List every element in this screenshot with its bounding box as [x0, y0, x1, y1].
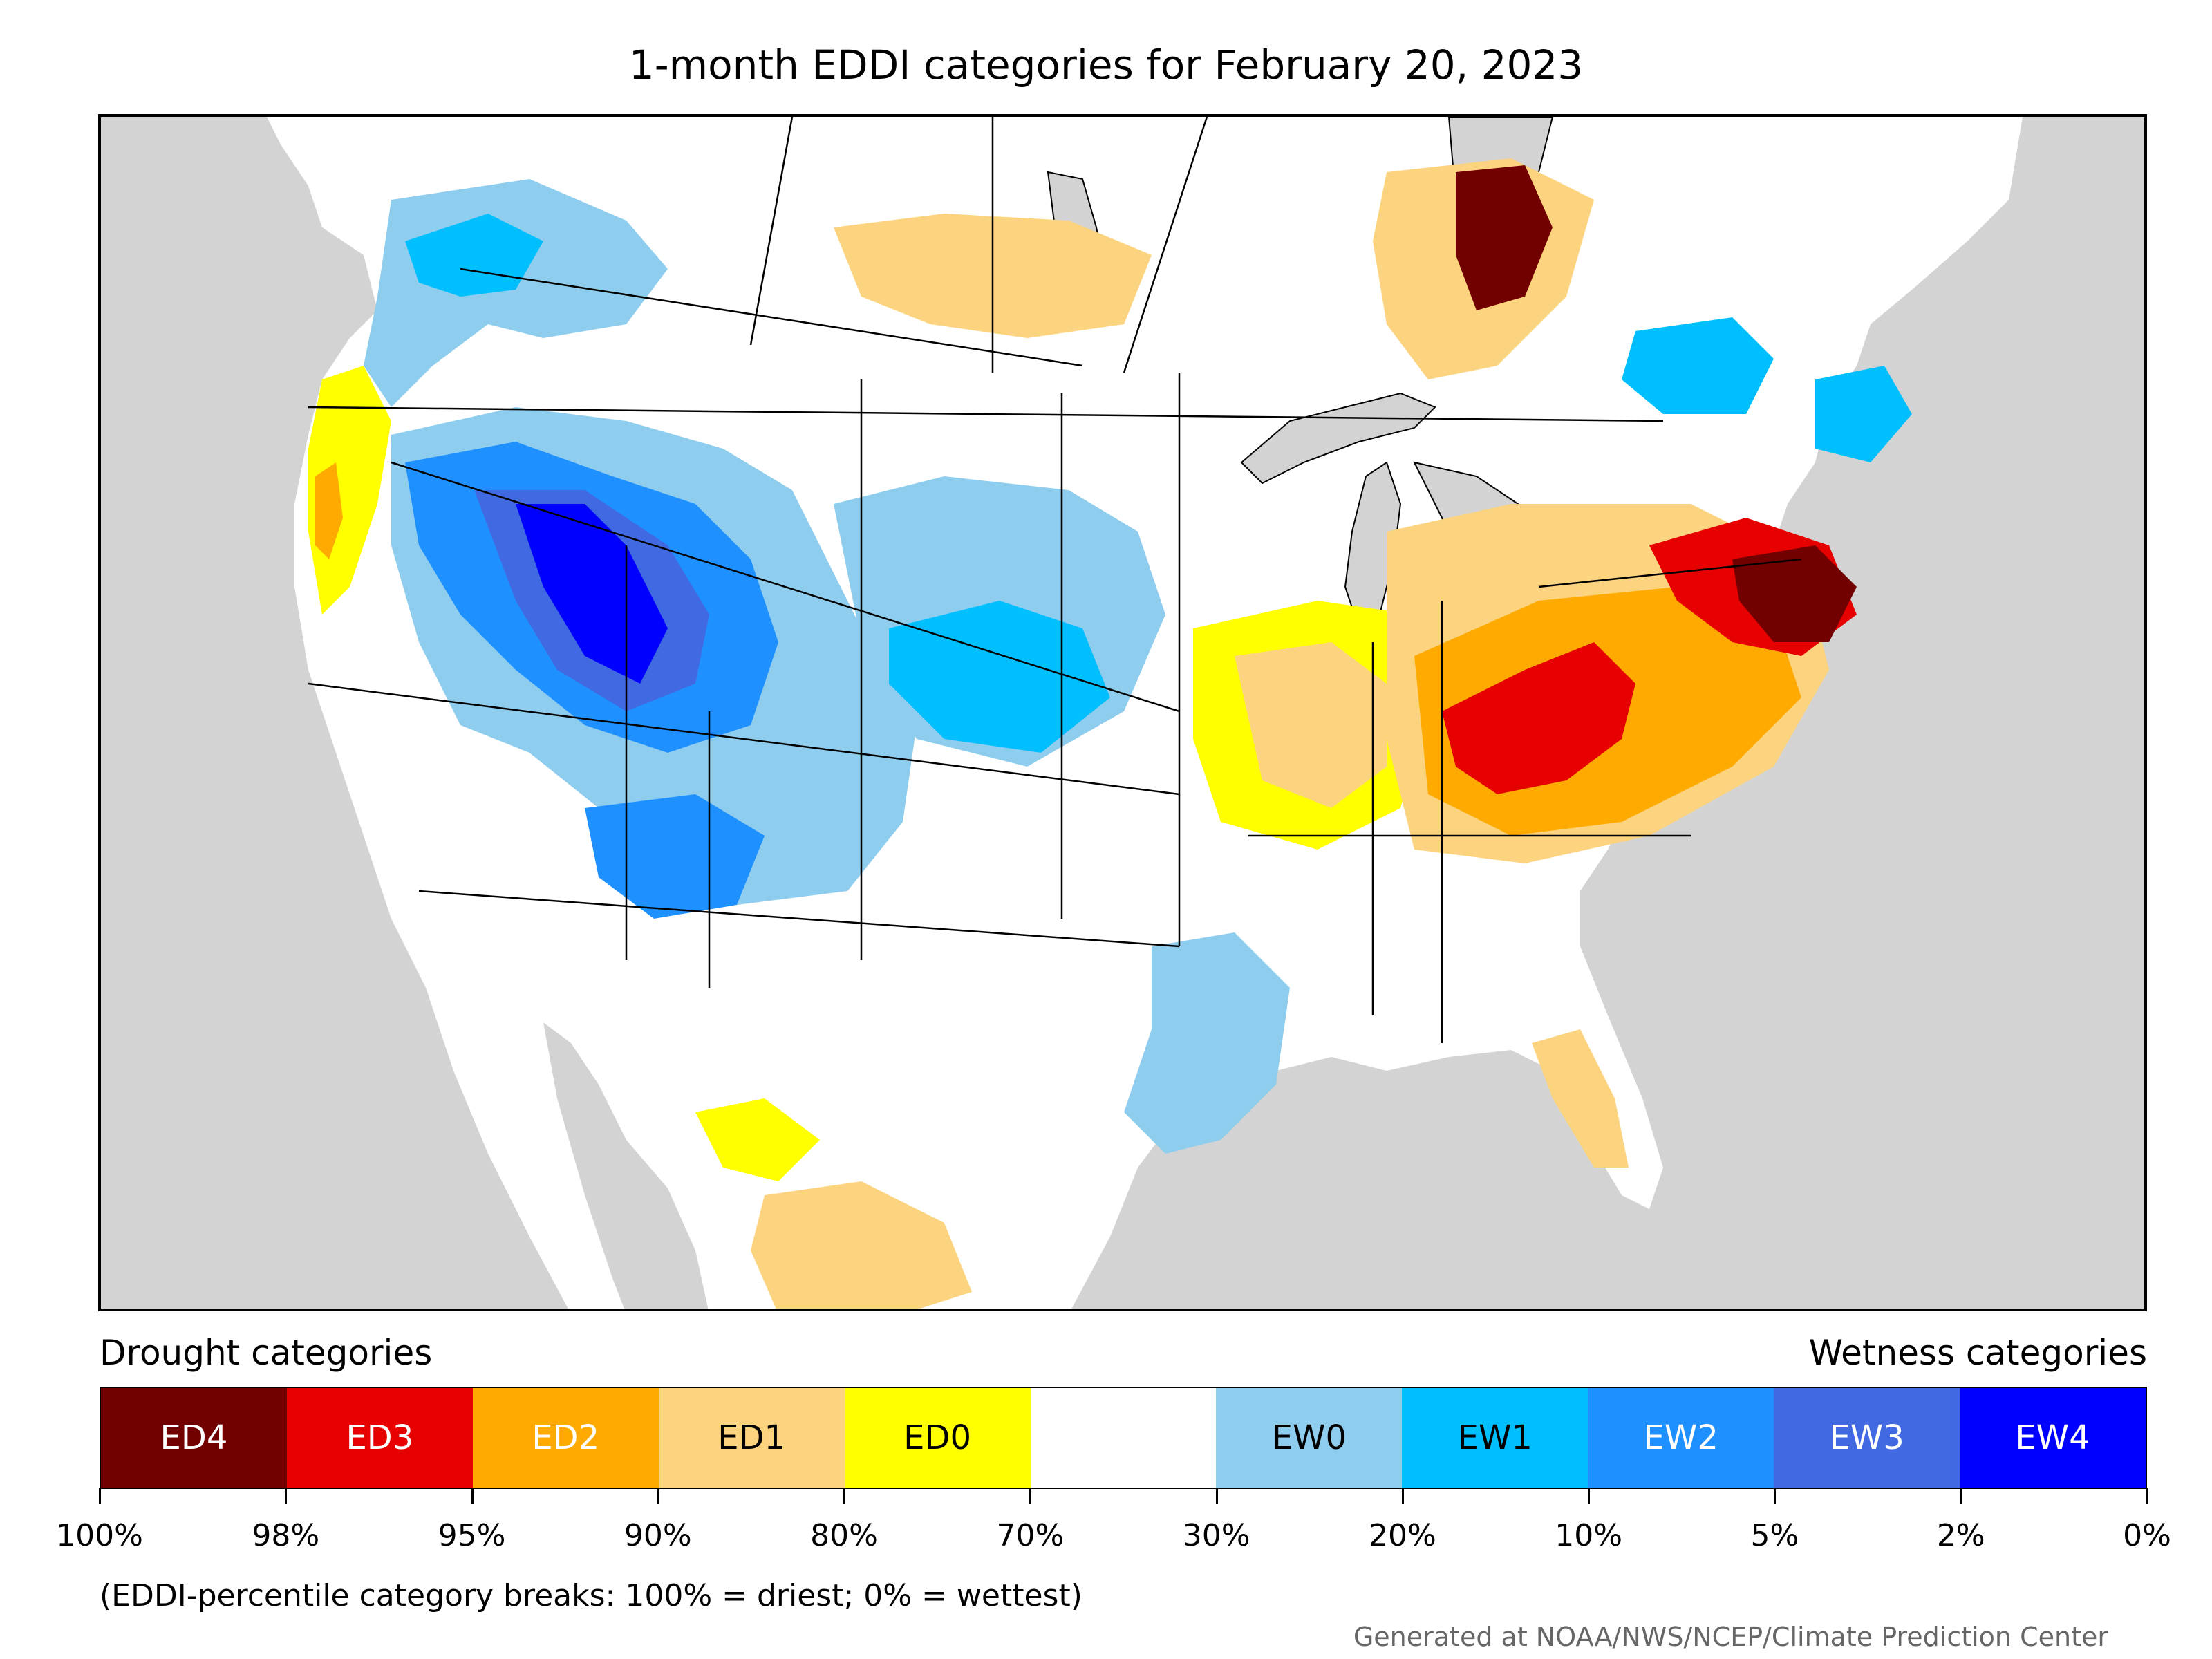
colorbar-segment-ew1: EW1 — [1402, 1388, 1588, 1488]
colorbar-tick-label: 30% — [1182, 1518, 1250, 1553]
colorbar-segment-normal — [1030, 1388, 1217, 1488]
ed3-patch-ohio-valley — [1442, 642, 1635, 794]
colorbar-segment-ed4: ED4 — [101, 1388, 287, 1488]
eddi-map — [98, 114, 2147, 1311]
ew1-patch-plains — [889, 601, 1110, 753]
colorbar-tick-label: 95% — [438, 1518, 506, 1553]
ed1-patch-florida — [1532, 1029, 1629, 1168]
colorbar-segment-ew4: EW4 — [1960, 1388, 2146, 1488]
colorbar-segment-ed3: ED3 — [286, 1388, 473, 1488]
map-canvas — [101, 117, 2023, 1309]
colorbar-tick-label: 98% — [252, 1518, 320, 1553]
colorbar-segment-ew2: EW2 — [1588, 1388, 1774, 1488]
colorbar-segment-ed2: ED2 — [472, 1388, 659, 1488]
colorbar-tick-label: 70% — [996, 1518, 1065, 1553]
colorbar-tick-label: 90% — [624, 1518, 692, 1553]
colorbar-tick — [99, 1488, 101, 1504]
lake-superior — [1240, 392, 1436, 485]
colorbar-tick-label: 2% — [1936, 1518, 1985, 1553]
map-title: 1-month EDDI categories for February 20,… — [628, 41, 1584, 88]
colorbar-tick — [1215, 1488, 1218, 1504]
colorbar-tick — [657, 1488, 659, 1504]
colorbar-ticks — [99, 1488, 2148, 1504]
ew2-patch-four-corners — [585, 794, 765, 919]
colorbar-tick-label: 20% — [1369, 1518, 1436, 1553]
colorbar-tick-label: 5% — [1750, 1518, 1799, 1553]
colorbar-tick — [1774, 1488, 1777, 1504]
ed1-patch-midwest — [1235, 642, 1387, 808]
colorbar-tick — [285, 1488, 288, 1504]
ed1-patch-mexico — [751, 1181, 972, 1309]
colorbar-tick-label: 0% — [2123, 1518, 2171, 1553]
colorbar-tick — [843, 1488, 846, 1504]
colorbar-tick — [1029, 1488, 1032, 1504]
colorbar-tick — [1401, 1488, 1404, 1504]
ew4-patch-great-basin — [516, 504, 668, 684]
colorbar-segment-ew0: EW0 — [1216, 1388, 1403, 1488]
ew0-patch-texas — [1124, 932, 1290, 1154]
colorbar-tick — [1588, 1488, 1591, 1504]
credit-text: Generated at NOAA/NWS/NCEP/Climate Predi… — [1353, 1622, 2108, 1652]
colorbar-tick — [2146, 1488, 2148, 1504]
state-boundaries — [308, 117, 1802, 1043]
colorbar-tick-label: 100% — [56, 1518, 143, 1553]
ed4-patch-ontario — [1456, 165, 1553, 310]
colorbar-tick-label: 80% — [810, 1518, 878, 1553]
ed0-patch-mexico — [695, 1098, 820, 1181]
ew1-patch-quebec — [1622, 317, 1774, 414]
category-breaks-note: (EDDI-percentile category breaks: 100% =… — [100, 1578, 1082, 1613]
ed4-patch-new-england — [1732, 545, 1857, 642]
colorbar-segment-ed1: ED1 — [658, 1388, 845, 1488]
colorbar-tick-label: 10% — [1555, 1518, 1623, 1553]
wetness-categories-label: Wetness categories — [1808, 1333, 2147, 1373]
ed2-patch-west-coast — [315, 462, 343, 559]
colorbar-segment-ew3: EW3 — [1774, 1388, 1960, 1488]
colorbar-segment-ed0: ED0 — [844, 1388, 1031, 1488]
colorbar-tick — [1960, 1488, 1962, 1504]
drought-categories-label: Drought categories — [100, 1333, 433, 1373]
ew1-patch-new-england — [1815, 366, 1912, 462]
category-colorbar: ED4 ED3 ED2 ED1 ED0 EW0 EW1 EW2 EW3 EW4 — [100, 1387, 2147, 1489]
colorbar-tick — [471, 1488, 474, 1504]
